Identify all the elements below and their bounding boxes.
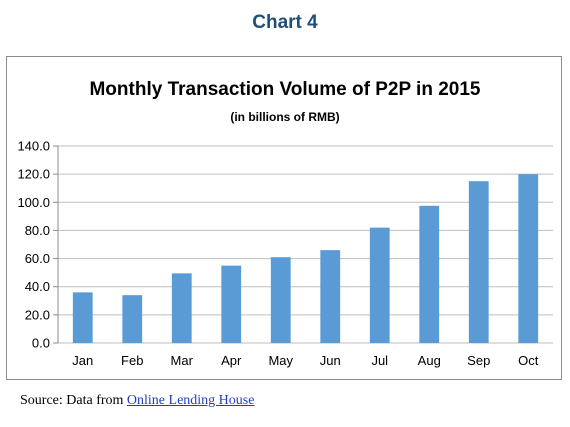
y-tick-label: 0.0: [32, 336, 50, 351]
x-tick-label: May: [268, 353, 293, 368]
y-tick-label: 100.0: [17, 195, 50, 210]
bar-mar: [171, 273, 192, 343]
bar-chart: Monthly Transaction Volume of P2P in 201…: [17, 79, 553, 368]
y-tick-label: 20.0: [25, 307, 50, 322]
page-title: Chart 4: [252, 12, 318, 33]
y-axis-ticks: 0.0 20.0 40.0 60.0 80.0 100.0 120.0 140.0: [17, 139, 58, 351]
source-link[interactable]: Online Lending House: [126, 393, 255, 408]
x-tick-label: Apr: [221, 353, 242, 368]
x-tick-label: Jul: [371, 353, 388, 368]
bar-jan: [72, 292, 93, 343]
bar-oct: [518, 174, 539, 343]
x-tick-label: Jun: [320, 353, 341, 368]
chart-title: Monthly Transaction Volume of P2P in 201…: [89, 79, 480, 100]
x-tick-label: Mar: [171, 353, 194, 368]
x-axis-ticks: Jan Feb Mar Apr May Jun Jul Aug Sep Oct: [72, 353, 538, 368]
chart-area: Monthly Transaction Volume of P2P in 201…: [6, 56, 562, 380]
y-tick-label: 140.0: [17, 139, 50, 154]
bar-aug: [419, 205, 440, 343]
bar-jun: [320, 250, 341, 343]
source-note: Source: Data from Online Lending House: [20, 393, 254, 409]
bar-may: [270, 257, 291, 343]
x-tick-label: Jan: [72, 353, 93, 368]
x-tick-label: Aug: [418, 353, 441, 368]
chart-subtitle: (in billions of RMB): [230, 110, 339, 124]
bars: [72, 174, 539, 343]
bar-sep: [468, 181, 489, 343]
y-tick-label: 80.0: [25, 223, 50, 238]
y-tick-label: 60.0: [25, 251, 50, 266]
bar-feb: [122, 295, 143, 343]
y-tick-label: 120.0: [17, 167, 50, 182]
x-tick-label: Feb: [121, 353, 143, 368]
bar-apr: [221, 265, 242, 343]
x-tick-label: Sep: [467, 353, 490, 368]
bar-jul: [369, 227, 390, 343]
y-tick-label: 40.0: [25, 279, 50, 294]
source-prefix: Source: Data from: [20, 393, 127, 408]
x-tick-label: Oct: [518, 353, 539, 368]
